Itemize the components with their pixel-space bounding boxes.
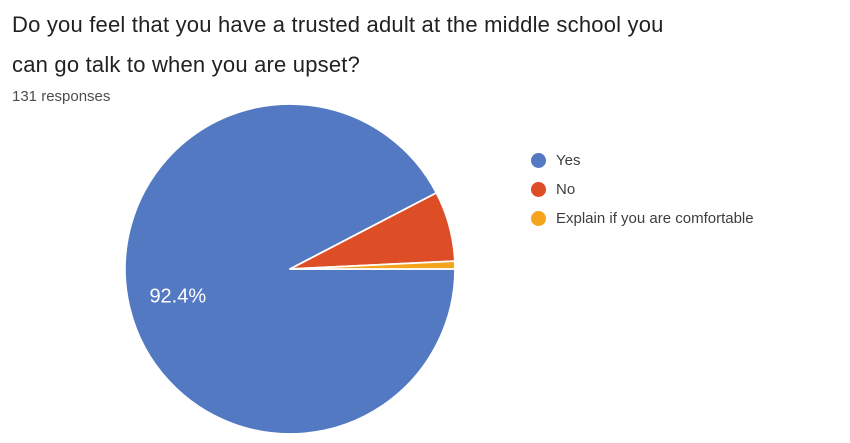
legend-item-label: Yes xyxy=(556,152,581,169)
legend-swatch-icon xyxy=(531,153,546,168)
responses-count: 131 responses xyxy=(12,88,111,105)
legend-swatch-icon xyxy=(531,182,546,197)
question-title: Do you feel that you have a trusted adul… xyxy=(12,5,822,85)
question-title-line-1: Do you feel that you have a trusted adul… xyxy=(12,12,664,37)
legend-item-label: Explain if you are comfortable xyxy=(556,210,754,227)
pie-slice-label: 92.4% xyxy=(149,285,206,307)
legend-item: Yes xyxy=(531,146,754,175)
question-title-line-2: can go talk to when you are upset? xyxy=(12,52,361,77)
pie-slice-explain-if-you-are-comfortable[interactable] xyxy=(289,260,456,270)
legend-item: No xyxy=(531,175,754,204)
legend-item-label: No xyxy=(556,181,576,198)
legend-swatch-icon xyxy=(531,211,546,226)
chart-legend: Yes No Explain if you are comfortable xyxy=(531,146,754,233)
legend-item: Explain if you are comfortable xyxy=(531,204,754,233)
